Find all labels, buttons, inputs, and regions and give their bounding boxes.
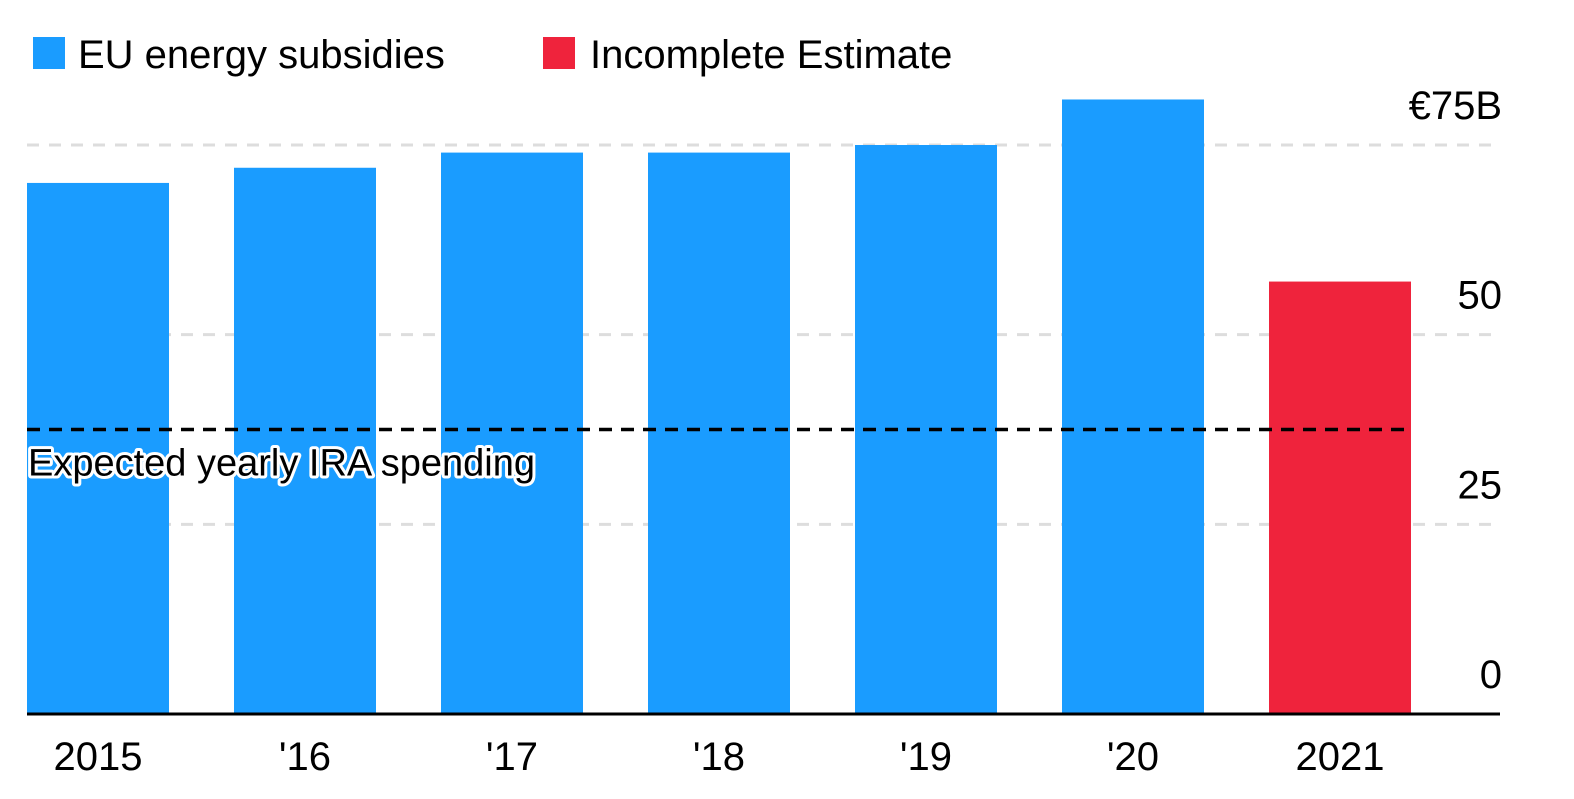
y-tick-label-75: €75B: [1409, 84, 1502, 128]
x-tick-label-20: '20: [1107, 735, 1159, 779]
reference-line-group: Expected yearly IRA spending: [25, 427, 1412, 488]
x-tick-label-16: '16: [279, 735, 331, 779]
legend-label-eu-energy-subsidies: EU energy subsidies: [78, 33, 445, 77]
x-tick-label-2015: 2015: [54, 735, 143, 779]
y-tick-label-50: 50: [1458, 274, 1503, 318]
x-tick-label-19: '19: [900, 735, 952, 779]
bar-eu-energy-subsidies-18: [648, 152, 790, 714]
y-tick-label-0: 0: [1480, 653, 1502, 697]
x-axis-tick-labels: 2015 '16 '17 '18 '19 '20 2021: [54, 735, 1385, 779]
legend-swatch-incomplete-estimate: [543, 37, 575, 69]
x-tick-label-17: '17: [486, 735, 538, 779]
legend-label-incomplete-estimate: Incomplete Estimate: [590, 33, 952, 77]
y-axis-tick-labels: €75B 50 25 0: [1409, 84, 1502, 697]
legend: EU energy subsidies Incomplete Estimate: [33, 33, 952, 77]
bars: [27, 99, 1411, 715]
x-tick-label-18: '18: [693, 735, 745, 779]
bar-eu-energy-subsidies-16: [234, 167, 376, 714]
bar-eu-energy-subsidies-20: [1062, 99, 1204, 715]
x-tick-label-2021: 2021: [1296, 735, 1385, 779]
legend-swatch-eu-energy-subsidies: [33, 37, 65, 69]
bar-incomplete-estimate-2021: [1269, 281, 1411, 714]
y-tick-label-25: 25: [1458, 463, 1503, 507]
bar-eu-energy-subsidies-17: [441, 152, 583, 714]
reference-line-label: Expected yearly IRA spending: [28, 443, 535, 485]
bar-eu-energy-subsidies-2015: [27, 182, 169, 714]
